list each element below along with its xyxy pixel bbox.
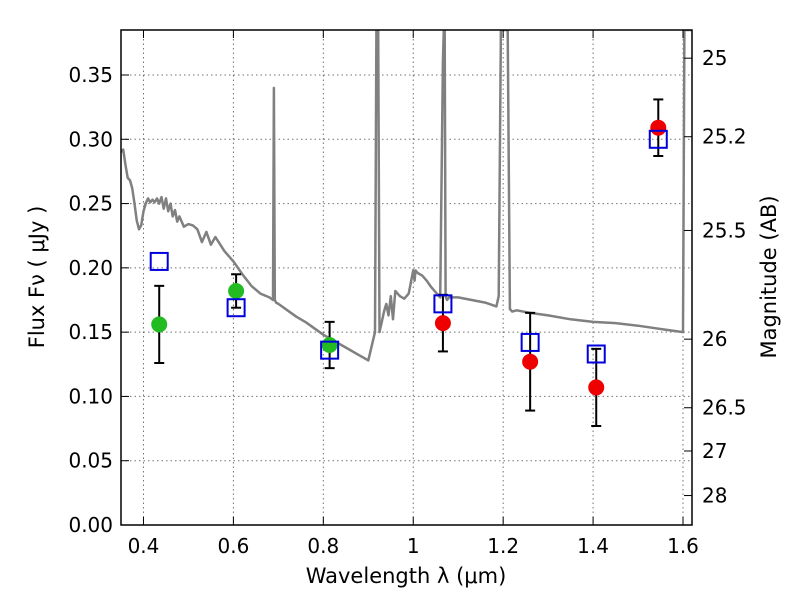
x-tick-label: 1.2 <box>487 534 519 558</box>
right-tick-label: 28 <box>702 484 727 508</box>
right-axis-label: Magnitude (AB) <box>757 195 781 358</box>
y-axis-ticks: 0.00 0.05 0.10 0.15 0.20 0.25 0.30 0.35 <box>68 63 129 537</box>
x-axis-ticks: 0.4 0.6 0.8 1 1.2 1.4 1.6 <box>128 30 699 558</box>
data-point <box>522 353 539 370</box>
x-tick-label: 0.4 <box>128 534 160 558</box>
x-tick-label: 1 <box>407 534 420 558</box>
y-tick-label: 0.20 <box>68 256 113 280</box>
grid-lines <box>121 30 692 525</box>
y-tick-label: 0.10 <box>68 384 113 408</box>
sed-spectrum-line <box>121 30 692 362</box>
data-point <box>434 315 451 332</box>
error-bars-layer <box>154 98 664 427</box>
data-point <box>228 283 245 299</box>
model-square-marker <box>648 129 668 149</box>
data-point <box>151 316 168 333</box>
y-tick-label: 0.00 <box>68 513 113 537</box>
right-tick-label: 25.5 <box>702 218 747 242</box>
x-tick-label: 1.4 <box>577 534 609 558</box>
plot-frame <box>120 29 693 526</box>
y-tick-label: 0.15 <box>68 320 113 344</box>
model-square-marker <box>320 340 340 360</box>
x-tick-label: 0.6 <box>217 534 249 558</box>
data-point <box>650 119 667 136</box>
y-tick-label: 0.05 <box>68 449 113 473</box>
x-axis-label: Wavelength λ (μm) <box>306 564 507 588</box>
model-square-marker <box>433 294 453 314</box>
model-square-marker <box>586 344 606 364</box>
x-tick-label: 0.8 <box>307 534 339 558</box>
right-tick-label: 26.5 <box>702 396 747 420</box>
model-square-marker <box>149 251 169 271</box>
right-axis-ticks: 25 25.2 25.5 26 26.5 27 28 <box>684 46 747 508</box>
right-tick-label: 26 <box>702 327 727 351</box>
data-point <box>588 379 605 396</box>
y-tick-label: 0.35 <box>68 63 113 87</box>
x-tick-label: 1.6 <box>667 534 699 558</box>
y-axis-label: Flux Fν ( μJy ) <box>25 206 49 349</box>
model-square-marker <box>520 332 540 352</box>
right-tick-label: 25.2 <box>702 125 747 149</box>
data-points-layer <box>151 119 667 396</box>
right-tick-label: 27 <box>702 439 727 463</box>
sed-spectrum-layer <box>121 30 692 362</box>
model-squares-layer <box>149 129 668 364</box>
y-tick-label: 0.25 <box>68 192 113 216</box>
right-tick-label: 25 <box>702 46 727 70</box>
model-square-marker <box>226 298 246 318</box>
data-point <box>321 337 338 353</box>
y-tick-label: 0.30 <box>68 127 113 151</box>
